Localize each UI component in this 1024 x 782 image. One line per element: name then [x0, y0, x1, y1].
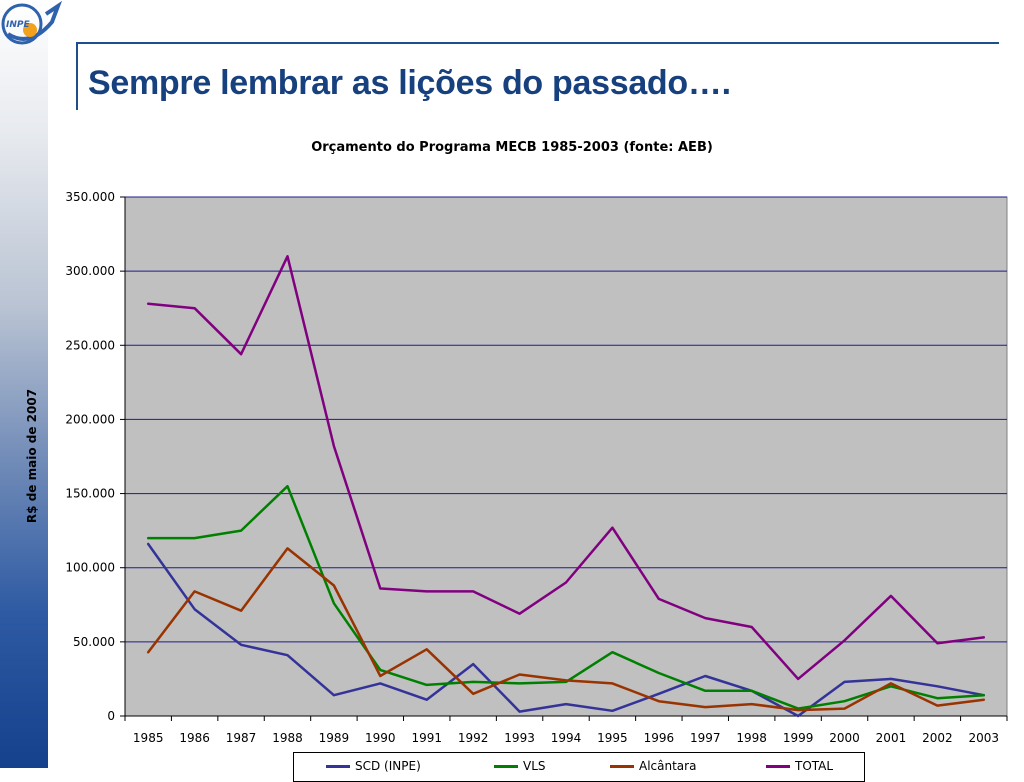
inpe-logo: INPE — [1, 0, 63, 45]
y-tick-label: 350.000 — [65, 190, 115, 204]
x-tick-label: 2003 — [969, 731, 1000, 745]
series-line-total — [146, 255, 986, 681]
y-tick-label: 250.000 — [65, 338, 115, 352]
legend-item-vls: VLS — [494, 759, 546, 773]
logo-text: INPE — [6, 20, 30, 30]
y-tick-label: 0 — [107, 709, 115, 723]
series-line-vls — [146, 484, 986, 710]
series-line-alcantara — [146, 547, 986, 712]
left-gradient-band — [0, 0, 48, 768]
x-tick-label: 1993 — [504, 731, 535, 745]
y-tick-label: 100.000 — [65, 561, 115, 575]
x-tick-label: 1987 — [226, 731, 257, 745]
x-tick-label: 1996 — [644, 731, 675, 745]
x-tick-label: 1998 — [736, 731, 767, 745]
y-tick-label: 150.000 — [65, 487, 115, 501]
x-tick-label: 1989 — [319, 731, 350, 745]
legend-item-alcantara: Alcântara — [610, 759, 696, 773]
x-tick-label: 1988 — [272, 731, 303, 745]
x-tick-label: 2000 — [829, 731, 860, 745]
x-tick-label: 1985 — [133, 731, 164, 745]
legend-swatch-alcantara — [610, 764, 634, 768]
x-tick-label: 1994 — [551, 731, 582, 745]
x-tick-label: 2002 — [922, 731, 953, 745]
legend-swatch-total — [766, 764, 790, 768]
series-line-scd — [146, 542, 986, 718]
legend-label-total: TOTAL — [795, 759, 834, 773]
title-rule-vertical — [76, 42, 78, 110]
x-tick-label: 1990 — [365, 731, 396, 745]
y-tick-label: 200.000 — [65, 412, 115, 426]
legend-item-scd: SCD (INPE) — [326, 759, 421, 773]
legend-label-alcantara: Alcântara — [639, 759, 697, 773]
legend-swatch-scd — [326, 764, 350, 768]
x-tick-label: 2001 — [876, 731, 907, 745]
x-tick-label: 1995 — [597, 731, 628, 745]
chart-title: Orçamento do Programa MECB 1985-2003 (fo… — [311, 140, 713, 155]
x-tick-label: 1999 — [783, 731, 814, 745]
y-tick-label: 300.000 — [65, 264, 115, 278]
legend-swatch-vls — [494, 764, 518, 768]
page-title: Sempre lembrar as lições do passado…. — [88, 64, 731, 102]
x-tick-label: 1992 — [458, 731, 489, 745]
x-tick-label: 1986 — [179, 731, 210, 745]
legend-label-vls: VLS — [523, 759, 546, 773]
y-tick-label: 50.000 — [73, 635, 115, 649]
title-rule-horizontal — [77, 42, 999, 44]
plot-area — [124, 196, 1008, 717]
x-tick-label: 1997 — [690, 731, 721, 745]
legend-item-total: TOTAL — [766, 759, 833, 773]
x-tick-label: 1991 — [411, 731, 442, 745]
chart-legend: SCD (INPE) VLS Alcântara TOTAL — [293, 752, 865, 782]
legend-label-scd: SCD (INPE) — [355, 759, 421, 773]
